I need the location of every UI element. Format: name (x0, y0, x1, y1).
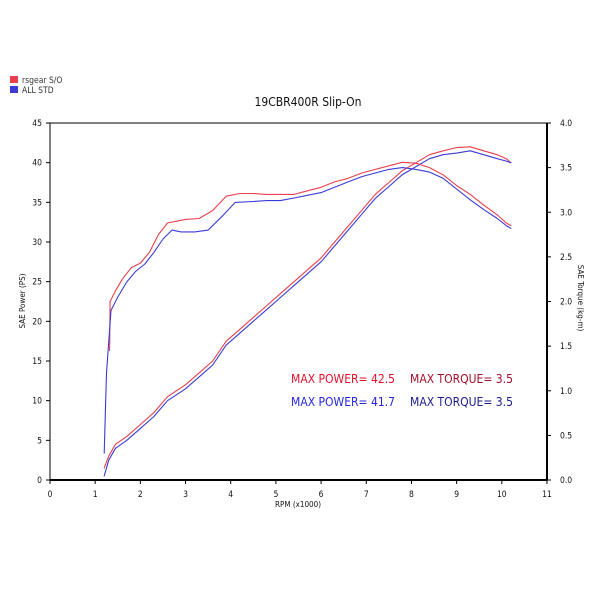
y-left-axis-ticks: 0 5 10 15 20 25 30 35 40 45 (32, 119, 50, 486)
series-line-rsgear-torque (109, 161, 512, 352)
y-left-tick-label: 15 (32, 357, 42, 367)
x-tick-label: 7 (364, 490, 369, 500)
x-tick-label: 6 (319, 490, 324, 500)
y-left-tick-label: 20 (32, 317, 42, 327)
series-line-std-torque (103, 167, 512, 454)
y-left-tick-label: 0 (37, 476, 42, 486)
y-left-tick-label: 45 (32, 119, 42, 129)
x-tick-label: 2 (138, 490, 143, 500)
x-tick-label: 4 (228, 490, 233, 500)
legend-swatch-rsgear (10, 76, 18, 83)
x-axis-ticks: 0 1 2 3 4 5 6 7 8 9 10 11 (48, 480, 552, 500)
y-left-tick-label: 25 (32, 278, 42, 288)
x-tick-label: 11 (542, 490, 552, 500)
y-right-tick-label: 4.0 (560, 119, 572, 129)
x-tick-label: 1 (93, 490, 98, 500)
y-left-tick-label: 40 (32, 159, 42, 169)
legend: rsgear S/O ALL STD (10, 76, 62, 96)
y-right-axis-label: SAE Torque (kg-m) (576, 265, 585, 332)
x-axis-label: RPM (x1000) (275, 500, 321, 509)
x-tick-label: 3 (183, 490, 188, 500)
y-right-tick-label: 3.0 (560, 208, 572, 218)
y-left-tick-label: 30 (32, 238, 42, 248)
y-right-axis-ticks: 0.0 0.5 1.0 1.5 2.0 2.5 3.0 3.5 4.0 (547, 119, 572, 486)
y-right-tick-label: 0.5 (560, 431, 572, 441)
annotation-std-max-power: MAX POWER= 41.7 (291, 395, 395, 409)
series-line-rsgear-power (103, 146, 512, 469)
legend-swatch-std (10, 86, 18, 93)
x-tick-label: 10 (497, 490, 507, 500)
x-tick-label: 9 (454, 490, 459, 500)
y-right-tick-label: 1.0 (560, 387, 572, 397)
series-line-std-power (103, 150, 512, 477)
x-tick-label: 8 (409, 490, 414, 500)
annotation-rs-max-power: MAX POWER= 42.5 (291, 372, 395, 386)
y-right-tick-label: 2.0 (560, 298, 572, 308)
chart-title: 19CBR400R Slip-On (255, 95, 362, 109)
x-tick-label: 5 (273, 490, 278, 500)
y-left-axis-label: SAE Power (PS) (18, 273, 27, 328)
legend-label-rsgear: rsgear S/O (22, 76, 62, 86)
x-tick-label: 0 (48, 490, 53, 500)
y-left-tick-label: 5 (37, 436, 42, 446)
y-right-tick-label: 3.5 (560, 164, 572, 174)
y-right-tick-label: 2.5 (560, 253, 572, 263)
annotation-rs-max-torque: MAX TORQUE= 3.5 (410, 372, 513, 386)
max-values-annotations: MAX POWER= 42.5 MAX TORQUE= 3.5 MAX POWE… (291, 372, 513, 409)
series-layer (103, 146, 512, 477)
y-left-tick-label: 35 (32, 198, 42, 208)
y-right-tick-label: 0.0 (560, 476, 572, 486)
legend-label-std: ALL STD (22, 86, 54, 96)
annotation-std-max-torque: MAX TORQUE= 3.5 (410, 395, 513, 409)
y-right-tick-label: 1.5 (560, 342, 572, 352)
y-left-tick-label: 10 (32, 397, 42, 407)
